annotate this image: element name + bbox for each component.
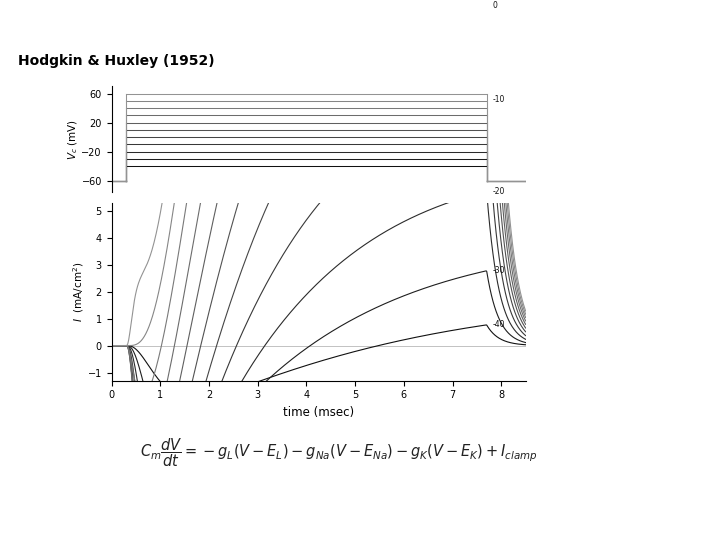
Text: Hodgkin & Huxley (1952): Hodgkin & Huxley (1952) [18, 54, 215, 68]
Text: -10: -10 [492, 95, 505, 104]
Text: Measuring channel currents in voltage clamp: Measuring channel currents in voltage cl… [9, 11, 449, 30]
Text: -40: -40 [492, 320, 505, 329]
Text: -30: -30 [492, 266, 505, 275]
Text: 0: 0 [492, 1, 498, 10]
Text: $C_m \dfrac{dV}{dt} = -g_L(V - E_L) - g_{Na}(V - E_{Na}) - g_K(V - E_K) + I_{cla: $C_m \dfrac{dV}{dt} = -g_L(V - E_L) - g_… [140, 436, 537, 469]
X-axis label: time (msec): time (msec) [283, 406, 354, 419]
Y-axis label: $I$  (mA/cm$^2$): $I$ (mA/cm$^2$) [71, 261, 86, 322]
Y-axis label: $V_c$ (mV): $V_c$ (mV) [66, 118, 80, 160]
Text: -20: -20 [492, 187, 505, 195]
